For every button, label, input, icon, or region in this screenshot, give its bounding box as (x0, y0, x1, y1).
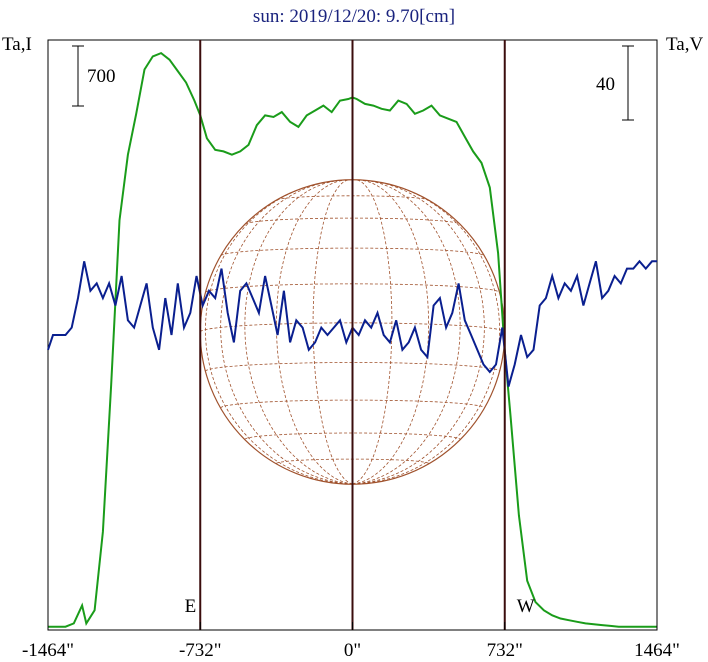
solar-longitude-line (204, 184, 353, 485)
x-tick-label: 732" (487, 640, 523, 661)
right-axis-label: Ta,V (666, 34, 703, 55)
solar-longitude-line (312, 179, 353, 485)
solar-longitude-line (244, 179, 353, 485)
x-tick-label: 1464" (634, 640, 680, 661)
x-tick-label: 0" (344, 640, 361, 661)
x-axis-ticks: -1464" -732" 0" 732" 1464" (22, 622, 680, 661)
scale-bar-left-label: 700 (87, 66, 116, 87)
x-tick-label: -1464" (22, 640, 74, 661)
left-axis-label: Ta,I (2, 34, 32, 55)
solar-longitude-line (352, 179, 393, 485)
solar-longitude-line (352, 179, 430, 485)
east-limb-label: E (185, 596, 197, 617)
x-tick-label: -732" (179, 640, 222, 661)
solar-longitude-line (275, 179, 353, 485)
solar-longitude-line (352, 179, 461, 485)
series-line-ta-i (48, 51, 657, 628)
scale-bar-left: 700 (72, 45, 116, 107)
solar-longitude-line (220, 180, 353, 485)
solar-longitude-line (352, 180, 485, 485)
scale-bar-right: 40 (596, 45, 634, 121)
solar-longitude-line (352, 184, 501, 485)
chart-title: sun: 2019/12/20: 9.70[cm] (253, 6, 455, 27)
west-limb-label: W (517, 596, 535, 617)
scale-bar-right-label: 40 (596, 74, 615, 95)
